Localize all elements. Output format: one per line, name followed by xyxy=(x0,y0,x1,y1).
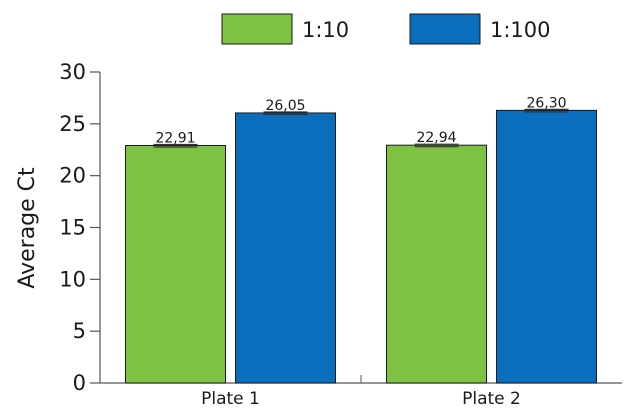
y-tick-label: 10 xyxy=(59,267,86,291)
bar xyxy=(235,112,336,384)
data-label: 26,05 xyxy=(265,98,305,114)
y-tick-label: 5 xyxy=(73,319,86,343)
legend-label: 1:100 xyxy=(490,18,551,42)
y-tick-label: 0 xyxy=(73,371,86,395)
bar xyxy=(386,144,487,384)
y-axis: 0 5 10 15 20 25 30 xyxy=(59,60,101,395)
legend-swatch xyxy=(221,13,293,45)
y-tick-label: 30 xyxy=(59,60,86,84)
bar xyxy=(496,109,597,384)
y-tick-label: 20 xyxy=(59,164,86,188)
y-tick-label: 15 xyxy=(59,216,86,240)
legend: 1:10 1:100 xyxy=(221,13,551,45)
y-tick-label: 25 xyxy=(59,112,86,136)
x-category-label: Plate 2 xyxy=(462,389,521,408)
error-bars xyxy=(153,108,569,148)
legend-label: 1:10 xyxy=(302,18,349,42)
legend-swatch xyxy=(409,13,481,45)
data-labels: 22,91 26,05 22,94 26,30 xyxy=(155,95,566,146)
bar xyxy=(125,144,226,384)
data-label: 22,91 xyxy=(155,130,195,146)
data-label: 22,94 xyxy=(416,130,456,146)
data-label: 26,30 xyxy=(526,95,566,111)
x-category-label: Plate 1 xyxy=(201,389,260,408)
y-axis-title: Average Ct xyxy=(15,167,40,289)
bars xyxy=(125,109,597,384)
